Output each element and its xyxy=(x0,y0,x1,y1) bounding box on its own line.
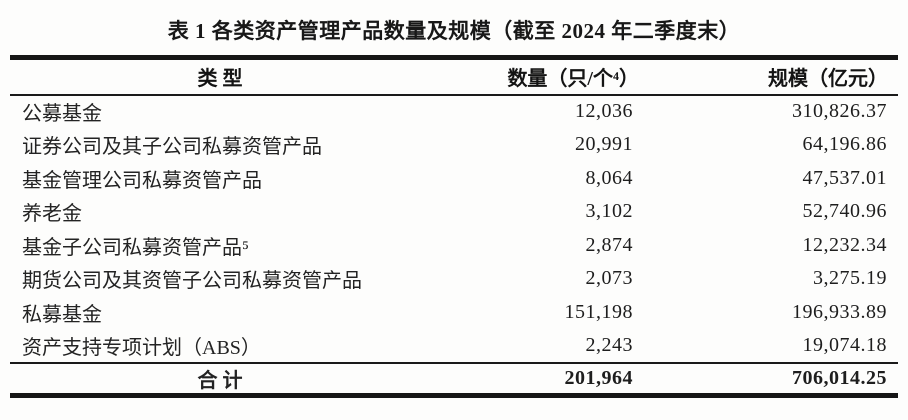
quantity-cell: 8,064 xyxy=(585,166,633,189)
table-row: 资产支持专项计划（ABS） 2,243 19,074.18 xyxy=(10,329,898,363)
scale-cell: 47,537.01 xyxy=(802,166,887,189)
type-cell: 公募基金 xyxy=(22,103,102,126)
table-row: 私募基金 151,198 196,933.89 xyxy=(10,296,898,330)
scale-cell: 19,074.18 xyxy=(802,333,887,356)
table-row: 期货公司及其资管子公司私募资管产品 2,073 3,275.19 xyxy=(10,262,898,296)
table-row: 养老金 3,102 52,740.96 xyxy=(10,195,898,229)
table-header: 类 型 数量（只/个⁴） 规模（亿元） xyxy=(10,58,898,95)
quantity-cell: 20,991 xyxy=(575,133,633,156)
total-row: 合 计 201,964 706,014.25 xyxy=(10,362,898,396)
header-row: 类 型 数量（只/个⁴） 规模（亿元） xyxy=(10,58,898,95)
type-cell: 证券公司及其子公司私募资管产品 xyxy=(22,136,322,159)
table-row: 公募基金 12,036 310,826.37 xyxy=(10,95,898,129)
type-cell: 资产支持专项计划（ABS） xyxy=(22,336,261,359)
scale-cell: 52,740.96 xyxy=(802,200,887,223)
table-footer: 合 计 201,964 706,014.25 xyxy=(10,362,898,396)
page-title: 表 1 各类资产管理产品数量及规模（截至 2024 年二季度末） xyxy=(167,19,741,43)
quantity-cell: 3,102 xyxy=(585,200,633,223)
type-cell: 养老金 xyxy=(22,203,82,226)
quantity-cell: 2,073 xyxy=(585,267,633,290)
quantity-cell: 2,874 xyxy=(585,233,633,256)
col-header-type: 类 型 xyxy=(197,68,243,91)
type-cell: 基金管理公司私募资管产品 xyxy=(22,169,262,192)
total-quantity-cell: 201,964 xyxy=(564,366,633,389)
scale-cell: 3,275.19 xyxy=(813,267,887,290)
table-row: 证券公司及其子公司私募资管产品 20,991 64,196.86 xyxy=(10,128,898,162)
table-row: 基金管理公司私募资管产品 8,064 47,537.01 xyxy=(10,162,898,196)
table-body: 公募基金 12,036 310,826.37 证券公司及其子公司私募资管产品 2… xyxy=(10,95,898,363)
type-cell: 私募基金 xyxy=(22,303,102,326)
quantity-cell: 2,243 xyxy=(585,333,633,356)
type-cell: 期货公司及其资管子公司私募资管产品 xyxy=(22,270,362,293)
col-header-scale: 规模（亿元） xyxy=(768,68,888,91)
scale-cell: 310,826.37 xyxy=(792,100,887,123)
quantity-cell: 12,036 xyxy=(575,100,633,123)
table-row: 基金子公司私募资管产品⁵ 2,874 12,232.34 xyxy=(10,229,898,263)
scale-cell: 64,196.86 xyxy=(802,133,887,156)
total-label-cell: 合 计 xyxy=(197,369,243,392)
quantity-cell: 151,198 xyxy=(564,300,633,323)
col-header-quantity: 数量（只/个⁴） xyxy=(507,68,639,91)
scale-cell: 12,232.34 xyxy=(802,233,887,256)
scale-cell: 196,933.89 xyxy=(792,300,887,323)
total-scale-cell: 706,014.25 xyxy=(792,366,887,389)
asset-products-table: 类 型 数量（只/个⁴） 规模（亿元） 公募基金 12,036 310,826.… xyxy=(10,55,898,398)
type-cell: 基金子公司私募资管产品⁵ xyxy=(22,236,249,259)
